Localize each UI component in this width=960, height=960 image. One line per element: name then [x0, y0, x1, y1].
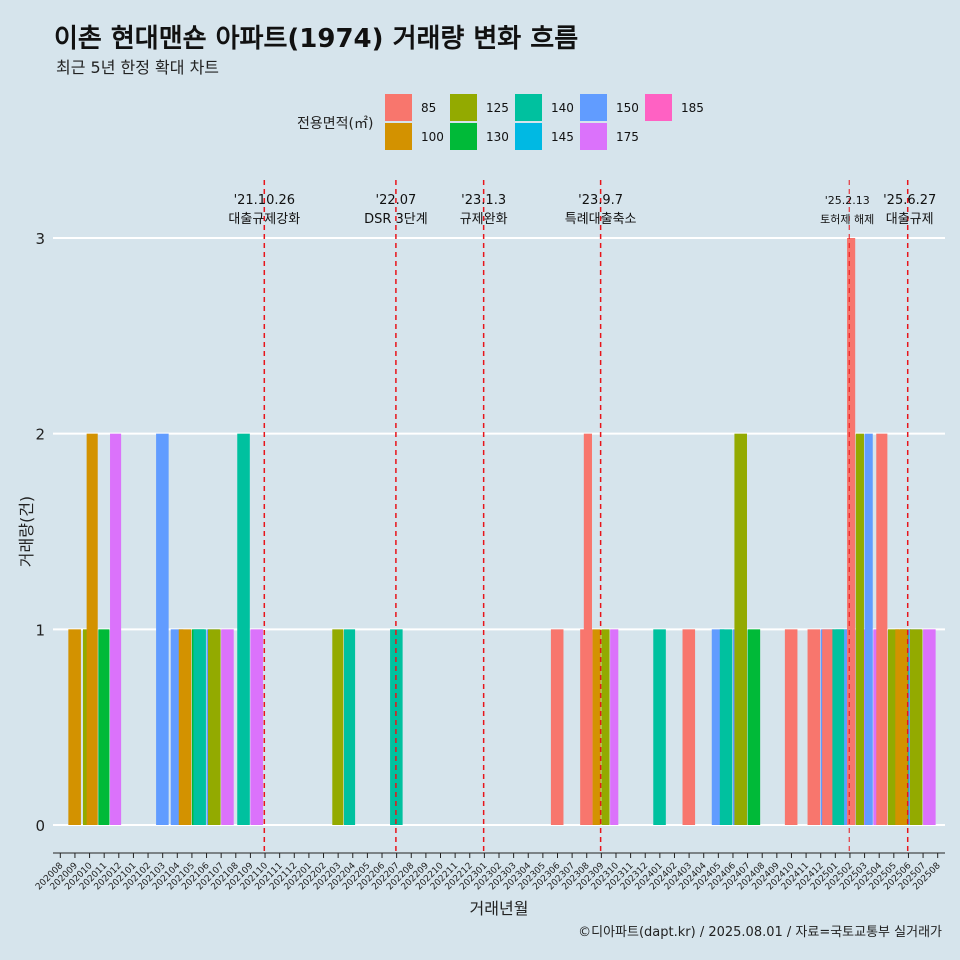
bar-125-202507 [909, 629, 923, 825]
bar-140-202109 [237, 433, 250, 825]
legend-label-130: 130 [486, 130, 509, 144]
event-date: '23.1.3 [461, 193, 506, 208]
event-date: '25.2.13 [825, 194, 870, 207]
y-tick-label: 2 [35, 426, 45, 444]
bar-125-202503 [855, 433, 864, 825]
event-label: 대출규제강화 [228, 212, 300, 227]
legend-swatch-140 [515, 94, 542, 121]
legend-label-140: 140 [551, 101, 574, 115]
bar-140-202207 [390, 629, 403, 825]
chart-subtitle: 최근 5년 한정 확대 차트 [56, 58, 220, 77]
legend-swatch-175 [580, 123, 607, 150]
event-date: '22.07 [376, 193, 417, 208]
bar-85-202505 [876, 433, 888, 825]
bar-85-202309 [583, 433, 592, 825]
event-lines: '21.10.26 대출규제강화 '22.07 DSR 3단계 '23.1.3 규제완화 '… [228, 180, 936, 853]
bar-85-202501 [822, 629, 835, 825]
bar-125-202203 [332, 629, 344, 825]
chart-title: 이촌 현대맨숀 아파트(1974) 거래량 변화 흐름 [54, 24, 579, 54]
axes: 0123202008202009202010202011202012202101… [17, 230, 945, 918]
bar-140-202203 [343, 629, 356, 825]
bar-125-202505 [887, 629, 900, 825]
bar-175-202507 [923, 629, 936, 825]
bar-175-202309 [610, 629, 619, 825]
legend-label-145: 145 [551, 130, 574, 144]
bar-125-202107 [208, 629, 221, 825]
event-label: 대출규제 [886, 212, 934, 227]
y-tick-label: 1 [35, 621, 45, 639]
bar-100-202506 [895, 629, 908, 825]
bar-100-202009 [68, 629, 81, 825]
bars [68, 238, 936, 826]
bar-140-202106 [193, 629, 206, 825]
legend-label-85: 85 [421, 101, 436, 115]
x-axis-title: 거래년월 [470, 899, 529, 918]
event-label: DSR 3단계 [364, 212, 428, 227]
legend-swatch-125 [450, 94, 477, 121]
legend-swatch-145 [515, 123, 542, 150]
bar-150-202503 [864, 433, 873, 825]
bar-130-202407 [747, 629, 761, 825]
bar-85-202410 [784, 629, 798, 825]
event-date: '21.10.26 [234, 193, 295, 208]
bar-85-202306 [550, 629, 564, 825]
event-label: 규제완화 [460, 212, 508, 227]
y-axis-title: 거래량(건) [17, 496, 36, 567]
bar-100-202309 [592, 629, 601, 825]
legend: 전용면적(㎡) 85 100 125 130 140 145 150 175 185 [297, 94, 704, 150]
bar-175-202107 [221, 629, 234, 825]
y-tick-label: 3 [35, 230, 45, 248]
legend-label-185: 185 [681, 101, 704, 115]
legend-swatch-100 [385, 123, 412, 150]
event-label: 토허제 해제 [820, 212, 874, 226]
source-footer: ©디아파트(dapt.kr) / 2025.08.01 / 자료=국토교통부 실… [578, 925, 942, 940]
bar-85-202403 [682, 629, 696, 825]
bar-140-202502 [832, 629, 844, 825]
legend-label-125: 125 [486, 101, 509, 115]
bar-125-202407 [734, 433, 747, 825]
bar-150-202103 [156, 433, 169, 825]
bar-140-202401 [653, 629, 666, 825]
bar-100-202105 [178, 629, 192, 825]
legend-label-100: 100 [421, 130, 444, 144]
bar-125-202309 [601, 629, 610, 825]
legend-label-150: 150 [616, 101, 639, 115]
legend-label-175: 175 [616, 130, 639, 144]
bar-140-202406 [719, 629, 733, 825]
y-tick-label: 0 [35, 817, 45, 835]
legend-title: 전용면적(㎡) [297, 116, 373, 132]
bar-130-202011 [98, 629, 110, 825]
event-date: '23.9.7 [578, 193, 623, 208]
bar-175-202011 [110, 433, 122, 825]
bar-85-202503 [847, 238, 856, 825]
bar-175-202109 [250, 629, 263, 825]
bar-85-202412 [807, 629, 821, 825]
event-label: 특례대출축소 [565, 212, 637, 227]
legend-swatch-185 [645, 94, 672, 121]
bar-100-202011 [86, 433, 98, 825]
event-date: '25.6.27 [883, 193, 936, 208]
legend-swatch-150 [580, 94, 607, 121]
legend-swatch-130 [450, 123, 477, 150]
legend-swatch-85 [385, 94, 412, 121]
